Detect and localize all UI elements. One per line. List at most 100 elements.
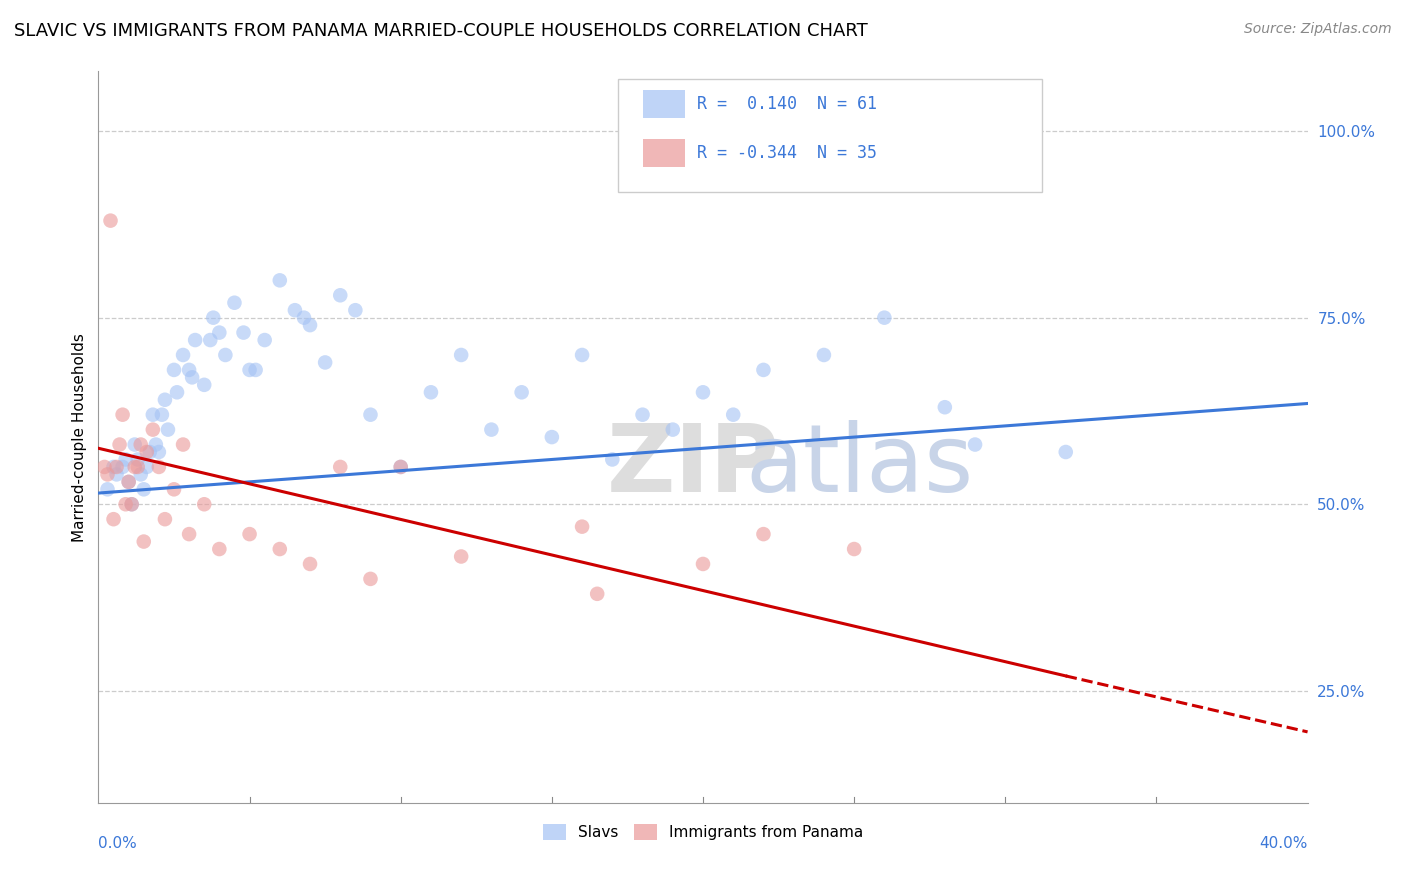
Point	[127, 459, 149, 474]
Point	[245, 363, 267, 377]
Point	[540, 430, 562, 444]
Point	[510, 385, 533, 400]
Point	[135, 445, 157, 459]
Point	[269, 542, 291, 557]
Point	[124, 459, 146, 474]
Point	[586, 587, 609, 601]
Point	[163, 363, 186, 377]
Text: ZIP: ZIP	[606, 420, 779, 512]
Point	[692, 385, 714, 400]
Point	[314, 355, 336, 369]
Point	[873, 310, 896, 325]
Point	[139, 445, 162, 459]
Point	[965, 437, 987, 451]
Text: R =  0.140  N = 61: R = 0.140 N = 61	[697, 95, 877, 112]
Y-axis label: Married-couple Households: Married-couple Households	[72, 333, 87, 541]
Point	[232, 326, 254, 340]
Point	[284, 303, 307, 318]
Point	[129, 467, 152, 482]
Point	[111, 408, 134, 422]
Point	[105, 459, 128, 474]
FancyBboxPatch shape	[619, 78, 1042, 192]
Point	[148, 445, 170, 459]
Point	[172, 348, 194, 362]
Point	[208, 542, 231, 557]
Point	[121, 497, 143, 511]
Point	[292, 310, 315, 325]
Text: atlas: atlas	[745, 420, 973, 512]
Point	[118, 475, 141, 489]
Point	[214, 348, 236, 362]
Point	[631, 408, 654, 422]
Point	[193, 377, 215, 392]
Point	[389, 459, 412, 474]
Point	[166, 385, 188, 400]
Point	[723, 408, 745, 422]
Point	[193, 497, 215, 511]
Point	[153, 512, 176, 526]
Point	[181, 370, 204, 384]
Point	[1054, 445, 1077, 459]
Point	[153, 392, 176, 407]
Point	[571, 519, 593, 533]
Bar	[643, 139, 685, 167]
Point	[179, 527, 201, 541]
Legend: Slavs, Immigrants from Panama: Slavs, Immigrants from Panama	[537, 818, 869, 847]
Point	[129, 437, 152, 451]
Point	[934, 401, 956, 415]
Point	[172, 437, 194, 451]
Point	[111, 459, 134, 474]
Point	[360, 408, 382, 422]
Point	[661, 423, 683, 437]
Point	[132, 534, 155, 549]
Point	[142, 423, 165, 437]
Point	[602, 452, 624, 467]
Point	[253, 333, 276, 347]
Point	[200, 333, 222, 347]
Point	[150, 408, 173, 422]
Point	[813, 348, 835, 362]
Point	[360, 572, 382, 586]
Text: 40.0%: 40.0%	[1260, 836, 1308, 851]
Point	[132, 483, 155, 497]
Point	[105, 467, 128, 482]
Text: SLAVIC VS IMMIGRANTS FROM PANAMA MARRIED-COUPLE HOUSEHOLDS CORRELATION CHART: SLAVIC VS IMMIGRANTS FROM PANAMA MARRIED…	[14, 22, 868, 40]
Point	[100, 213, 122, 227]
Point	[224, 295, 246, 310]
Text: 0.0%: 0.0%	[98, 836, 138, 851]
Point	[163, 483, 186, 497]
Point	[752, 527, 775, 541]
Point	[114, 452, 136, 467]
Text: R = -0.344  N = 35: R = -0.344 N = 35	[697, 145, 877, 162]
Point	[692, 557, 714, 571]
Point	[389, 459, 412, 474]
Point	[752, 363, 775, 377]
Point	[103, 459, 125, 474]
Point	[108, 437, 131, 451]
Point	[135, 459, 157, 474]
Point	[239, 363, 262, 377]
Point	[299, 557, 322, 571]
Point	[96, 467, 118, 482]
Point	[450, 348, 472, 362]
Point	[450, 549, 472, 564]
Point	[142, 408, 165, 422]
Point	[156, 423, 179, 437]
Text: Source: ZipAtlas.com: Source: ZipAtlas.com	[1244, 22, 1392, 37]
Point	[239, 527, 262, 541]
Point	[329, 288, 352, 302]
Point	[344, 303, 367, 318]
Point	[420, 385, 443, 400]
Point	[145, 437, 167, 451]
Point	[208, 326, 231, 340]
Bar	[643, 90, 685, 118]
Point	[269, 273, 291, 287]
Point	[127, 452, 149, 467]
Point	[179, 363, 201, 377]
Point	[329, 459, 352, 474]
Point	[114, 497, 136, 511]
Point	[481, 423, 503, 437]
Point	[103, 512, 125, 526]
Point	[202, 310, 225, 325]
Point	[96, 483, 118, 497]
